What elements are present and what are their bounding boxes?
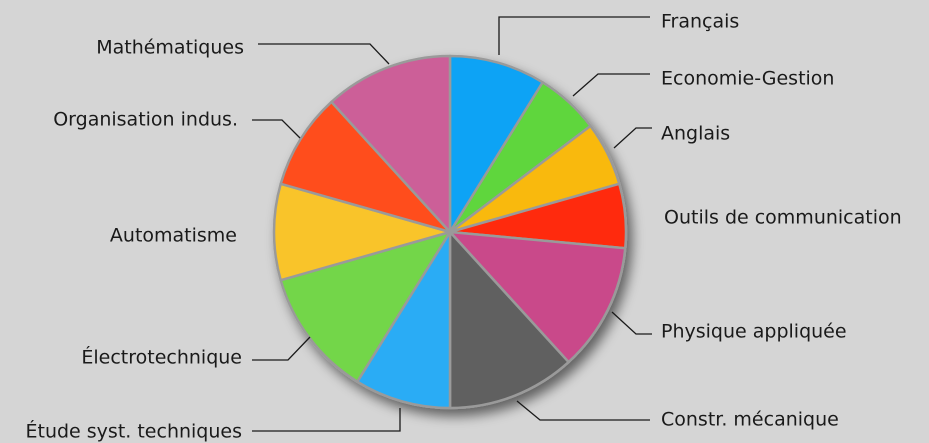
slice-label-electrotechnique: Électrotechnique: [81, 346, 242, 369]
leader-line-economie-gestion: [572, 73, 650, 97]
leader-line-physique-appliquee: [611, 311, 652, 335]
pie-slice-francais: [448, 54, 544, 234]
slice-label-automatisme: Automatisme: [110, 225, 237, 247]
slice-label-outils-de-communication: Outils de communication: [664, 207, 902, 229]
pie-slice-mathematiques: [330, 54, 452, 234]
slice-label-mathematiques: Mathématiques: [96, 37, 244, 59]
slice-label-organisation-indus: Organisation indus.: [53, 109, 238, 131]
slice-label-francais: Français: [661, 11, 739, 33]
pie-slices: [272, 54, 628, 410]
pie-slice-etude-syst-techniques: [356, 230, 452, 410]
leader-line-anglais: [613, 127, 652, 149]
pie-slice-constr-mecanique: [448, 230, 570, 410]
leader-line-constr-mecanique: [516, 400, 650, 421]
leader-line-etude-syst-techniques: [252, 408, 401, 432]
pie-slice-physique-appliquee: [448, 230, 627, 364]
leader-line-francais: [498, 16, 650, 55]
slice-label-physique-appliquee: Physique appliquée: [661, 321, 847, 343]
slice-labels: Français Economie-Gestion Anglais Outils de…: [26, 11, 902, 443]
leader-line-organisation-indus: [252, 119, 301, 139]
slice-label-constr-mecanique: Constr. mécanique: [661, 409, 839, 431]
leader-line-mathematiques: [258, 43, 390, 65]
pie-slice-organisation-indus: [279, 100, 452, 234]
pie-slice-automatisme: [272, 182, 452, 282]
leader-line-electrotechnique: [252, 336, 311, 361]
slice-label-anglais: Anglais: [661, 123, 730, 145]
leader-lines: [252, 16, 652, 432]
slice-label-economie-gestion: Economie-Gestion: [661, 68, 834, 90]
slice-label-etude-syst-techniques: Étude syst. techniques: [26, 420, 243, 443]
